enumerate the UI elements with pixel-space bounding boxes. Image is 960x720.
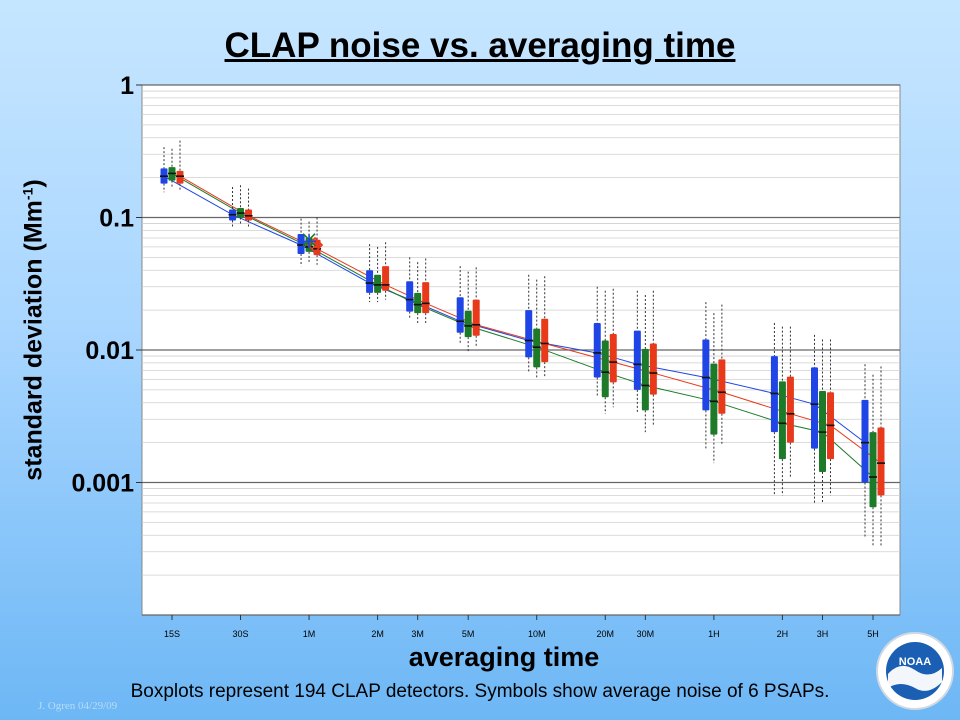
box	[609, 334, 617, 383]
author-credit: J. Ogren 04/29/09	[38, 700, 118, 712]
y-axis-label: standard deviation (Mm-1)	[19, 179, 48, 481]
box	[786, 376, 794, 443]
box	[366, 270, 374, 293]
psap-symbols	[302, 233, 324, 254]
x-tick-label: 20M	[596, 629, 614, 639]
box	[297, 234, 305, 255]
x-tick-label: 1H	[708, 629, 720, 639]
x-axis-ticks: 15S 30S 1M 2M 3M 5M 10M 20M 30M 1H 2H 3H 5H	[164, 615, 879, 639]
x-tick-label: 10M	[528, 629, 546, 639]
x-tick-label: 30S	[233, 629, 249, 639]
box	[633, 330, 641, 390]
y-tick-label: 0.01	[85, 337, 134, 365]
x-tick-label: 1M	[303, 629, 316, 639]
box	[422, 282, 430, 314]
box	[374, 274, 382, 293]
caption: Boxplots represent 194 CLAP detectors. S…	[130, 681, 830, 702]
box	[641, 348, 649, 411]
box	[464, 310, 472, 338]
y-tick-label: 0.1	[99, 205, 134, 233]
x-tick-label: 5H	[867, 629, 879, 639]
box	[525, 310, 533, 358]
grid-lines	[142, 84, 900, 616]
box	[414, 292, 422, 314]
x-tick-label: 15S	[164, 629, 180, 639]
y-tick-label: 0.001	[71, 470, 134, 498]
x-axis-label: averaging time	[408, 642, 600, 672]
psap-plus	[302, 234, 317, 249]
box	[593, 322, 601, 378]
noaa-logo: NOAA	[876, 632, 954, 710]
x-tick-label: 2H	[777, 629, 789, 639]
box	[869, 432, 877, 508]
x-tick-label: 2M	[371, 629, 384, 639]
x-tick-label: 5M	[462, 629, 475, 639]
box	[718, 359, 726, 414]
psap-diamond	[306, 236, 324, 254]
svg-text:NOAA: NOAA	[899, 656, 931, 668]
y-axis-ticks: 1 0.1 0.01 0.001	[71, 72, 142, 498]
box	[601, 340, 609, 398]
chart-title: CLAP noise vs. averaging time	[224, 26, 736, 65]
box	[649, 343, 657, 395]
x-tick-label: 3H	[817, 629, 829, 639]
box	[245, 209, 253, 221]
box	[456, 297, 464, 333]
box	[877, 427, 885, 496]
box	[710, 363, 718, 435]
box	[861, 399, 869, 483]
box	[541, 318, 549, 363]
box	[810, 367, 818, 449]
box	[702, 339, 710, 411]
x-tick-label: 30M	[637, 629, 655, 639]
box	[778, 381, 786, 460]
box	[406, 281, 414, 312]
box	[382, 266, 390, 291]
box	[176, 170, 184, 184]
y-tick-label: 1	[120, 72, 134, 100]
box	[472, 299, 480, 336]
x-tick-label: 3M	[411, 629, 424, 639]
